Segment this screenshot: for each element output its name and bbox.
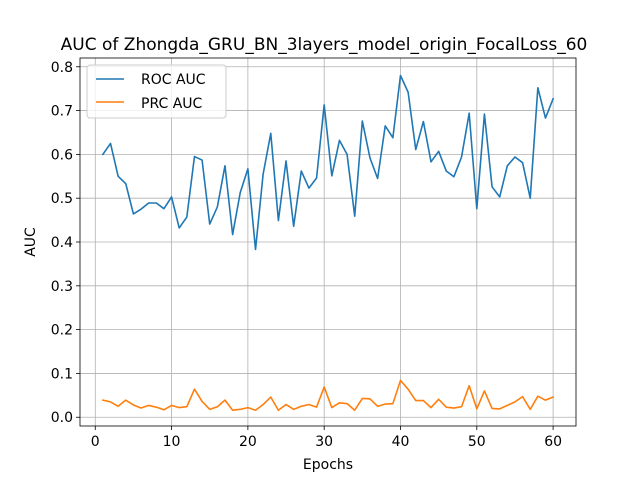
y-tick-label: 0.3 [51,279,73,295]
y-axis-label: AUC [23,227,39,257]
series-line-roc-auc [101,74,555,251]
x-axis-label: Epochs [303,457,353,473]
y-tick-label: 0.1 [51,366,73,382]
legend-label-roc: ROC AUC [141,72,206,88]
series-line-prc-auc [101,379,555,412]
y-tick-label: 0.6 [51,147,73,163]
y-tick-label: 0.2 [51,323,73,339]
legend-label-prc: PRC AUC [141,96,203,112]
x-tick-label: 20 [239,434,257,450]
y-tick-label: 0.0 [51,410,73,426]
grid [80,58,576,426]
y-tick-label: 0.8 [51,60,73,76]
legend: ROC AUC PRC AUC [86,64,227,119]
x-tick-label: 50 [468,434,486,450]
chart-title: AUC of Zhongda_GRU_BN_3layers_model_orig… [61,35,588,55]
x-tick-label: 60 [544,434,562,450]
series-lines [101,74,555,412]
y-tick-label: 0.4 [51,235,73,251]
x-axis-ticks: 0 10 20 30 40 50 60 [91,426,562,450]
y-tick-label: 0.7 [51,104,73,120]
x-tick-label: 10 [163,434,181,450]
y-axis-ticks: 0.0 0.1 0.2 0.3 0.4 0.5 0.6 0.7 0.8 [51,60,80,426]
x-tick-label: 30 [315,434,333,450]
x-tick-label: 0 [91,434,100,450]
x-tick-label: 40 [392,434,410,450]
y-tick-label: 0.5 [51,191,73,207]
